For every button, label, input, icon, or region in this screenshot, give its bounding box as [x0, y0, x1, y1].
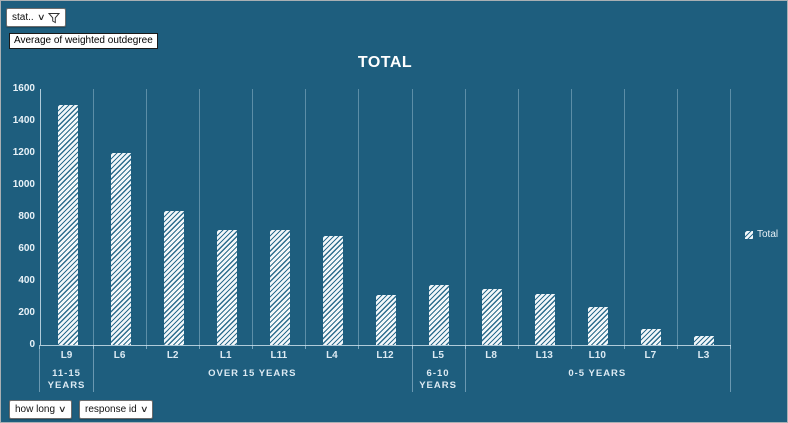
axis-tick-mark	[93, 345, 95, 349]
y-axis-tick-label: 1400	[12, 115, 35, 126]
y-axis-tick-label: 1000	[12, 179, 35, 190]
vertical-gridline	[676, 89, 678, 345]
vertical-gridline	[411, 89, 413, 345]
bar-L7	[641, 329, 662, 345]
x-axis-category-label: L3	[697, 350, 710, 361]
bar-L11	[269, 230, 290, 345]
x-axis-group-label: OVER 15 YEARS	[208, 368, 297, 379]
y-axis-tick-label: 800	[18, 211, 35, 222]
axis-tick-mark	[146, 345, 148, 349]
bar-L9	[57, 105, 78, 345]
bar-L4	[322, 236, 343, 345]
x-axis-category-label: L7	[644, 350, 657, 361]
group-separator-line	[93, 345, 95, 392]
bar-L1	[216, 230, 237, 345]
bar-L13	[535, 294, 556, 345]
vertical-gridline	[305, 89, 307, 345]
group-separator-line	[39, 345, 40, 392]
filter-button-label: stat..	[12, 12, 34, 23]
y-axis-tick-label: 1600	[12, 83, 35, 94]
x-axis-category-label: L12	[376, 350, 394, 361]
axis-tick-mark	[676, 345, 678, 349]
x-axis-group-label: 0-5 YEARS	[568, 368, 627, 379]
bar-L5	[429, 285, 450, 345]
axis-field-label: how long	[15, 404, 56, 415]
vertical-gridline	[358, 89, 360, 345]
chevron-down-icon: ∨	[139, 404, 149, 414]
x-axis-category-label: L2	[166, 350, 179, 361]
x-axis-category-label: L11	[270, 350, 288, 361]
chart-title: TOTAL	[357, 54, 413, 71]
x-axis-group-label: 6-10 YEARS	[419, 368, 457, 391]
vertical-gridline	[199, 89, 201, 345]
value-field-button[interactable]: Average of weighted outdegree	[9, 33, 158, 49]
y-axis-tick-label: 1200	[12, 147, 35, 158]
vertical-gridline	[730, 89, 731, 345]
axis-tick-mark	[358, 345, 360, 349]
x-axis-category-label: L13	[535, 350, 553, 361]
plot-area	[40, 89, 731, 346]
y-axis-tick-label: 0	[29, 339, 35, 350]
axis-tick-mark	[305, 345, 307, 349]
axis-tick-mark	[199, 345, 201, 349]
group-separator-line	[730, 345, 731, 392]
x-axis-category-label: L10	[588, 350, 606, 361]
chevron-down-icon: ∨	[36, 12, 46, 22]
bar-L2	[163, 211, 184, 345]
funnel-filter-icon	[48, 12, 61, 23]
vertical-gridline	[146, 89, 148, 345]
x-axis-category-label: L1	[219, 350, 232, 361]
axis-tick-mark	[464, 345, 466, 349]
legend-marker-icon	[745, 230, 753, 239]
axis-field-button-how-long[interactable]: how long ∨	[9, 400, 72, 419]
axis-tick-mark	[570, 345, 572, 349]
group-separator-line	[411, 345, 413, 392]
bar-L6	[110, 153, 131, 345]
axis-tick-mark	[252, 345, 254, 349]
vertical-gridline	[517, 89, 519, 345]
report-filter-button[interactable]: stat.. ∨	[6, 8, 67, 27]
vertical-gridline	[623, 89, 625, 345]
bar-L3	[694, 336, 715, 345]
axis-field-label: response id	[85, 404, 137, 415]
x-axis-category-label: L4	[326, 350, 338, 361]
x-axis-category-label: L5	[432, 350, 444, 361]
vertical-gridline	[252, 89, 254, 345]
bar-L8	[482, 289, 503, 345]
x-axis-category-label: L9	[60, 350, 73, 361]
axis-tick-mark	[39, 345, 40, 349]
bar-L10	[588, 307, 609, 345]
axis-tick-mark	[730, 345, 731, 349]
axis-tick-mark	[517, 345, 519, 349]
axis-field-button-response-id[interactable]: response id ∨	[79, 400, 154, 419]
y-axis-tick-label: 200	[18, 307, 35, 318]
x-axis-category-label: L6	[113, 350, 126, 361]
group-separator-line	[464, 345, 466, 392]
bar-L12	[376, 295, 396, 345]
vertical-gridline	[570, 89, 572, 345]
chevron-down-icon: ∨	[58, 404, 67, 414]
axis-tick-mark	[411, 345, 413, 349]
vertical-gridline	[464, 89, 466, 345]
y-axis-tick-label: 400	[18, 275, 35, 286]
x-axis-category-label: L8	[485, 350, 497, 361]
axis-tick-mark	[623, 345, 625, 349]
legend: Total	[745, 229, 778, 240]
legend-label: Total	[757, 229, 779, 240]
vertical-gridline	[93, 89, 95, 345]
x-axis-group-label: 11-15 YEARS	[47, 368, 86, 391]
y-axis-tick-label: 600	[18, 243, 35, 254]
